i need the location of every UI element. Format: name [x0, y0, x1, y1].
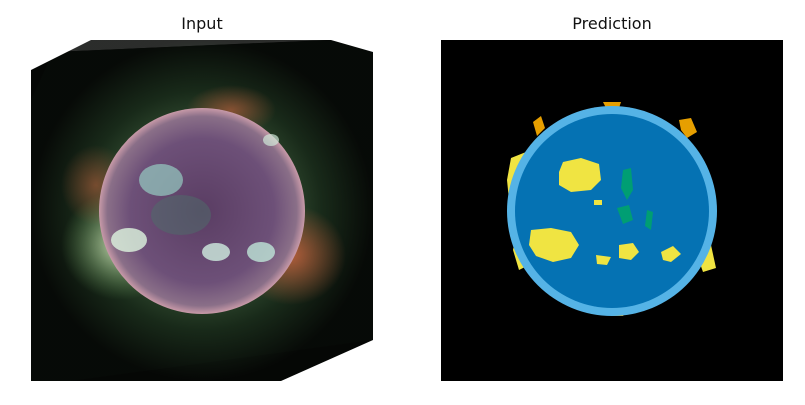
prediction-mask [441, 40, 783, 381]
prediction-panel-title: Prediction [572, 14, 652, 33]
input-image [31, 40, 373, 381]
input-sun-image [31, 40, 373, 381]
input-panel-title: Input [181, 14, 223, 33]
prediction-image [441, 40, 783, 381]
